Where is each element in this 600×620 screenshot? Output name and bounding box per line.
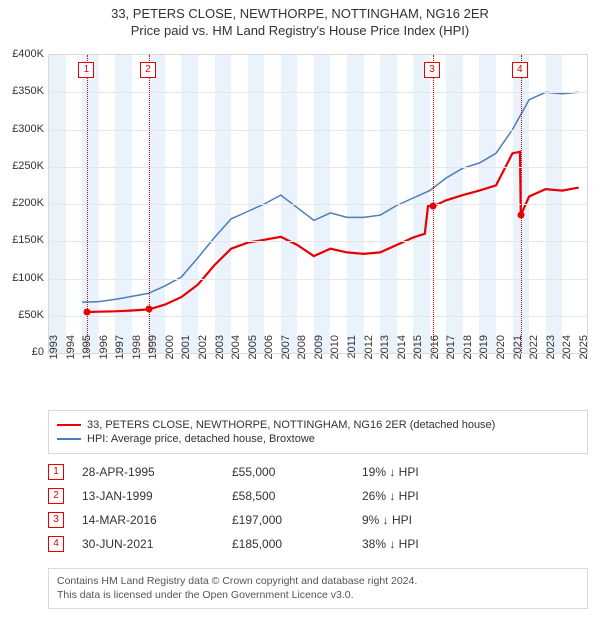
y-axis-label: £50K: [0, 309, 44, 321]
y-gridline: [49, 92, 587, 93]
plot-area: [48, 54, 588, 354]
x-axis-label: 2003: [214, 335, 226, 365]
x-axis-label: 2010: [329, 335, 341, 365]
x-axis-label: 2014: [396, 335, 408, 365]
x-axis-label: 2016: [429, 335, 441, 365]
transaction-date: 30-JUN-2021: [82, 537, 232, 551]
data-point: [430, 203, 437, 210]
x-axis-label: 1994: [65, 335, 77, 365]
title-sub: Price paid vs. HM Land Registry's House …: [0, 23, 600, 38]
x-axis-label: 2013: [379, 335, 391, 365]
transaction-price: £197,000: [232, 513, 362, 527]
y-gridline: [49, 241, 587, 242]
y-gridline: [49, 204, 587, 205]
transaction-price: £58,500: [232, 489, 362, 503]
x-axis-label: 1999: [147, 335, 159, 365]
x-axis-label: 2012: [363, 335, 375, 365]
x-axis-label: 1993: [48, 335, 60, 365]
transactions-table: 1 28-APR-1995£55,00019% ↓ HPI 2 13-JAN-1999…: [48, 460, 588, 556]
x-axis-label: 2011: [346, 335, 358, 365]
y-gridline: [49, 279, 587, 280]
transaction-date: 28-APR-1995: [82, 465, 232, 479]
legend-swatch: [57, 438, 81, 440]
x-axis-label: 2020: [495, 335, 507, 365]
x-axis-label: 2001: [180, 335, 192, 365]
transaction-date: 14-MAR-2016: [82, 513, 232, 527]
x-axis-label: 2017: [445, 335, 457, 365]
y-gridline: [49, 167, 587, 168]
title-main: 33, PETERS CLOSE, NEWTHORPE, NOTTINGHAM,…: [0, 6, 600, 21]
x-axis-label: 2024: [561, 335, 573, 365]
x-axis-label: 2000: [164, 335, 176, 365]
y-axis-label: £400K: [0, 48, 44, 60]
x-axis-label: 2022: [528, 335, 540, 365]
series-hpi: [82, 92, 579, 302]
x-axis-label: 1998: [131, 335, 143, 365]
chart: £0 £50K £100K £150K £200K £250K £300K £350K £400…: [0, 48, 600, 398]
transaction-diff: 26% ↓ HPI: [362, 489, 492, 503]
transaction-row: 3 14-MAR-2016£197,0009% ↓ HPI: [48, 508, 588, 532]
transaction-row: 1 28-APR-1995£55,00019% ↓ HPI: [48, 460, 588, 484]
marker-line: [521, 55, 522, 353]
x-axis-label: 2008: [296, 335, 308, 365]
transaction-badge: 4: [48, 536, 64, 552]
x-axis-label: 1996: [98, 335, 110, 365]
y-gridline: [49, 130, 587, 131]
x-axis-label: 2023: [545, 335, 557, 365]
y-gridline: [49, 316, 587, 317]
legend-swatch: [57, 424, 81, 426]
footer-line1: Contains HM Land Registry data © Crown c…: [57, 575, 579, 589]
transaction-diff: 19% ↓ HPI: [362, 465, 492, 479]
x-axis-label: 2025: [578, 335, 590, 365]
transaction-badge: 2: [48, 488, 64, 504]
data-point: [145, 306, 152, 313]
legend-label: 33, PETERS CLOSE, NEWTHORPE, NOTTINGHAM,…: [87, 419, 495, 431]
x-axis-label: 2019: [478, 335, 490, 365]
x-axis-label: 2006: [263, 335, 275, 365]
y-axis-label: £250K: [0, 160, 44, 172]
marker-badge: 1: [78, 62, 94, 78]
x-axis-label: 2007: [280, 335, 292, 365]
legend-label: HPI: Average price, detached house, Brox…: [87, 433, 315, 445]
legend-item: HPI: Average price, detached house, Brox…: [57, 433, 579, 445]
transaction-price: £55,000: [232, 465, 362, 479]
transaction-price: £185,000: [232, 537, 362, 551]
y-axis-label: £150K: [0, 234, 44, 246]
transaction-badge: 3: [48, 512, 64, 528]
x-axis-label: 2004: [230, 335, 242, 365]
x-axis-label: 2009: [313, 335, 325, 365]
transaction-diff: 38% ↓ HPI: [362, 537, 492, 551]
y-axis-label: £200K: [0, 197, 44, 209]
marker-badge: 4: [512, 62, 528, 78]
x-axis-label: 2015: [412, 335, 424, 365]
legend: 33, PETERS CLOSE, NEWTHORPE, NOTTINGHAM,…: [48, 410, 588, 454]
marker-badge: 2: [140, 62, 156, 78]
transaction-badge: 1: [48, 464, 64, 480]
x-axis-label: 2005: [247, 335, 259, 365]
data-point: [517, 212, 524, 219]
x-axis-label: 1997: [114, 335, 126, 365]
x-axis-label: 2018: [462, 335, 474, 365]
data-point: [84, 309, 91, 316]
y-axis-label: £0: [0, 346, 44, 358]
transaction-diff: 9% ↓ HPI: [362, 513, 492, 527]
y-axis-label: £100K: [0, 272, 44, 284]
transaction-row: 4 30-JUN-2021£185,00038% ↓ HPI: [48, 532, 588, 556]
footer-line2: This data is licensed under the Open Gov…: [57, 589, 579, 603]
transaction-row: 2 13-JAN-1999£58,50026% ↓ HPI: [48, 484, 588, 508]
x-axis-label: 2002: [197, 335, 209, 365]
marker-badge: 3: [424, 62, 440, 78]
x-axis-label: 1995: [81, 335, 93, 365]
transaction-date: 13-JAN-1999: [82, 489, 232, 503]
footer: Contains HM Land Registry data © Crown c…: [48, 568, 588, 609]
y-axis-label: £300K: [0, 123, 44, 135]
x-axis-label: 2021: [512, 335, 524, 365]
legend-item: 33, PETERS CLOSE, NEWTHORPE, NOTTINGHAM,…: [57, 419, 579, 431]
y-axis-label: £350K: [0, 85, 44, 97]
